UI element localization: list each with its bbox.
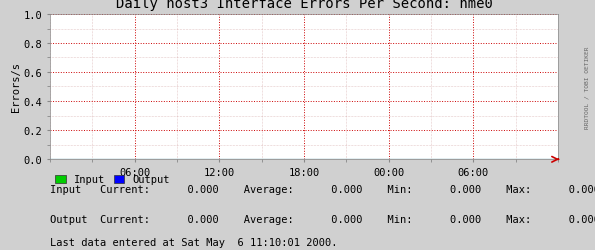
Text: RRDTOOL / TOBI OETIKER: RRDTOOL / TOBI OETIKER: [585, 46, 590, 128]
Legend: Input, Output: Input, Output: [55, 174, 170, 184]
Title: Daily host3 Interface Errors Per Second: hme0: Daily host3 Interface Errors Per Second:…: [115, 0, 493, 11]
Y-axis label: Errors/s: Errors/s: [11, 62, 21, 112]
Text: Output  Current:      0.000    Average:      0.000    Min:      0.000    Max:   : Output Current: 0.000 Average: 0.000 Min…: [50, 214, 595, 224]
Text: Last data entered at Sat May  6 11:10:01 2000.: Last data entered at Sat May 6 11:10:01 …: [50, 238, 337, 248]
Text: Input   Current:      0.000    Average:      0.000    Min:      0.000    Max:   : Input Current: 0.000 Average: 0.000 Min:…: [50, 184, 595, 194]
